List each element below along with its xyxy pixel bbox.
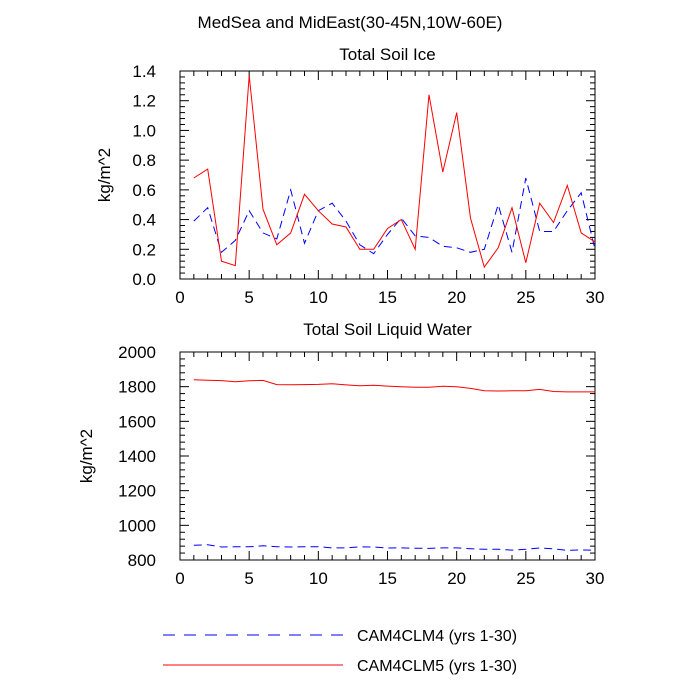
y-tick-label: 1600 (118, 412, 156, 431)
y-tick-label: 0.8 (132, 151, 156, 170)
legend-label-cam4clm5: CAM4CLM5 (yrs 1-30) (357, 658, 517, 675)
x-tick-label: 0 (175, 569, 184, 588)
y-tick-label: 1400 (118, 447, 156, 466)
y-axis-label: kg/m^2 (95, 148, 114, 202)
series-line-cam4clm5 (193, 379, 595, 393)
y-tick-label: 2000 (118, 343, 156, 362)
x-tick-label: 20 (447, 288, 466, 307)
y-tick-label: 800 (128, 551, 156, 570)
y-tick-label: 1.0 (132, 121, 156, 140)
y-axis-label: kg/m^2 (77, 429, 96, 483)
y-tick-label: 1.2 (132, 92, 156, 111)
x-tick-label: 20 (447, 569, 466, 588)
series-line-cam4clm5 (193, 75, 596, 269)
panel-total-soil-liquid-water: Total Soil Liquid Water kg/m^2 0 5 10 15 20 25 3… (77, 320, 604, 588)
x-tick-label: 25 (516, 288, 535, 307)
y-tick-label: 1800 (118, 378, 156, 397)
y-tick-label: 0.2 (132, 240, 156, 259)
x-tick-label: 30 (586, 288, 605, 307)
x-tick-label: 5 (244, 288, 253, 307)
legend: CAM4CLM4 (yrs 1-30) CAM4CLM5 (yrs 1-30) (163, 628, 517, 675)
x-tick-label: 10 (309, 288, 328, 307)
chart-title: Total Soil Ice (339, 45, 435, 64)
x-tick-label: 15 (378, 569, 397, 588)
legend-label-cam4clm4: CAM4CLM4 (yrs 1-30) (357, 628, 517, 645)
series-line-cam4clm4 (193, 177, 596, 255)
y-tick-label: 1000 (118, 516, 156, 535)
plot-frame (179, 351, 596, 561)
series-line-cam4clm4 (193, 544, 596, 551)
x-tick-label: 5 (244, 569, 253, 588)
y-tick-label: 1.4 (132, 62, 156, 81)
y-tick-label: 0.4 (132, 211, 156, 230)
chart-title: Total Soil Liquid Water (303, 320, 472, 339)
panel-total-soil-ice: Total Soil Ice kg/m^2 0 5 10 15 20 25 30 0.0 0.2 0.… (95, 45, 604, 307)
x-tick-label: 25 (516, 569, 535, 588)
x-tick-label: 0 (175, 288, 184, 307)
y-tick-label: 1200 (118, 482, 156, 501)
y-tick-label: 0.6 (132, 181, 156, 200)
x-tick-label: 30 (586, 569, 605, 588)
page-title: MedSea and MidEast(30-45N,10W-60E) (198, 13, 503, 32)
x-tick-label: 10 (309, 569, 328, 588)
x-tick-label: 15 (378, 288, 397, 307)
y-tick-label: 0.0 (132, 270, 156, 289)
